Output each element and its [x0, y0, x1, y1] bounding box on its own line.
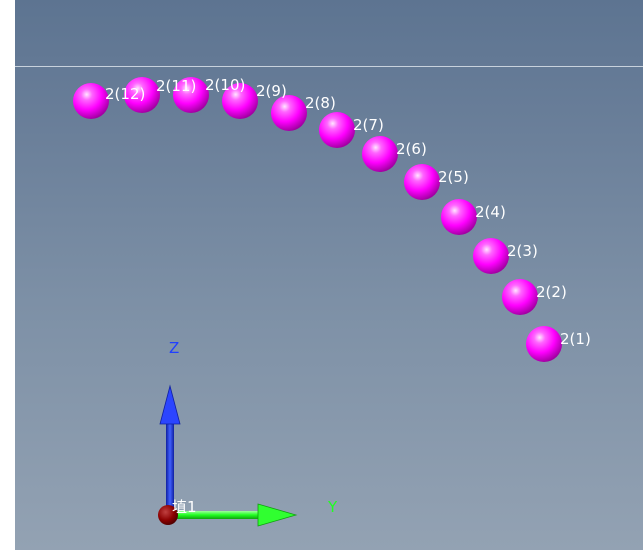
y-axis-shaft: [172, 511, 262, 519]
node-sphere[interactable]: [473, 238, 509, 274]
node-5[interactable]: 2(5): [404, 164, 469, 200]
node-8[interactable]: 2(8): [271, 94, 336, 131]
node-sphere[interactable]: [441, 199, 477, 235]
node-sphere[interactable]: [526, 326, 562, 362]
node-label: 2(10): [205, 76, 245, 94]
node-label: 2(3): [507, 242, 538, 260]
node-10[interactable]: 2(10): [173, 76, 245, 113]
node-sphere[interactable]: [124, 77, 160, 113]
node-3[interactable]: 2(3): [473, 238, 538, 274]
node-sphere[interactable]: [502, 279, 538, 315]
node-label: 2(1): [560, 330, 591, 348]
node-9[interactable]: 2(9): [222, 82, 287, 119]
node-sphere[interactable]: [271, 95, 307, 131]
origin-sphere: [158, 505, 178, 525]
node-label: 2(6): [396, 140, 427, 158]
node-label: 2(4): [475, 203, 506, 221]
node-label: 2(9): [256, 82, 287, 100]
y-axis-arrowhead: [257, 503, 298, 527]
node-label: 2(2): [536, 283, 567, 301]
node-label: 2(7): [353, 116, 384, 134]
node-sphere[interactable]: [73, 83, 109, 119]
node-group: 2(1) 2(2) 2(3) 2(4) 2(5) 2(6) 2(7) 2(8) 2(9) 2(10…: [73, 76, 591, 362]
viewport-top-divider: [15, 66, 643, 67]
node-1[interactable]: 2(1): [526, 326, 591, 362]
z-axis-label: Z: [169, 339, 179, 357]
node-label: 2(5): [438, 168, 469, 186]
node-sphere[interactable]: [319, 112, 355, 148]
node-label: 2(11): [156, 77, 196, 95]
node-sphere[interactable]: [173, 77, 209, 113]
node-6[interactable]: 2(6): [362, 136, 427, 172]
viewport-left-border: [0, 0, 15, 550]
node-sphere[interactable]: [222, 83, 258, 119]
node-11[interactable]: 2(11): [124, 77, 196, 113]
node-2[interactable]: 2(2): [502, 279, 567, 315]
z-axis-arrowhead: [159, 384, 181, 425]
node-4[interactable]: 2(4): [441, 199, 506, 235]
node-7[interactable]: 2(7): [319, 112, 384, 148]
node-label: 2(8): [305, 94, 336, 112]
y-axis-label: Y: [327, 498, 338, 516]
node-label: 2(12): [105, 85, 145, 103]
node-sphere[interactable]: [404, 164, 440, 200]
z-axis-shaft: [166, 420, 174, 512]
node-12[interactable]: 2(12): [73, 83, 145, 119]
node-sphere[interactable]: [362, 136, 398, 172]
origin-label: 埴1: [172, 498, 197, 516]
axis-triad: Z Y 埴1: [158, 339, 338, 527]
